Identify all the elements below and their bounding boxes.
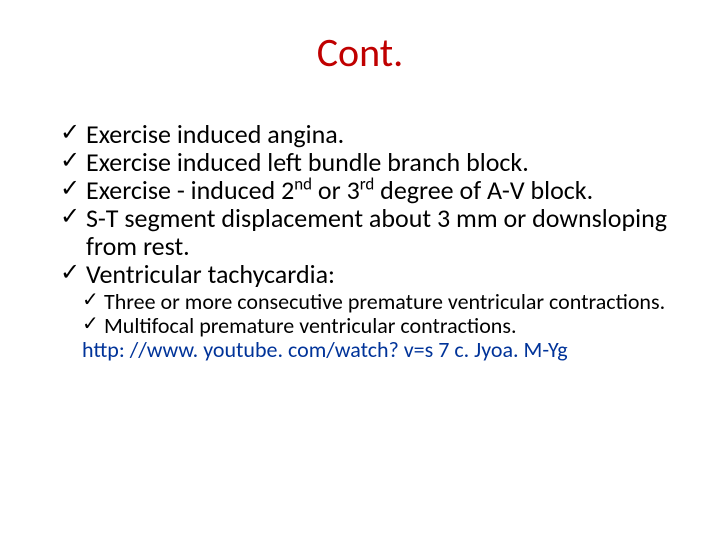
bullet-item: S-T segment displacement about 3 mm or d… (60, 204, 670, 260)
slide: Cont. Exercise induced angina. Exercise … (0, 0, 720, 540)
superscript: nd (294, 174, 312, 195)
bullet-item: Exercise - induced 2nd or 3rd degree of … (60, 176, 670, 204)
bullet-item: Exercise induced angina. (60, 120, 670, 148)
sub-bullet-item: Multifocal premature ventricular contrac… (82, 314, 670, 338)
superscript: rd (360, 174, 375, 195)
slide-title: Cont. (0, 28, 720, 77)
bullet-item: Exercise induced left bundle branch bloc… (60, 148, 670, 176)
slide-body: Exercise induced angina. Exercise induce… (60, 120, 670, 362)
sub-bullet-list: Three or more consecutive premature vent… (60, 290, 670, 338)
url-text: http: //www. youtube. com/watch? v=s 7 c… (60, 338, 670, 362)
bullet-item: Ventricular tachycardia: (60, 260, 670, 288)
sub-bullet-item: Three or more consecutive premature vent… (82, 290, 670, 314)
main-bullet-list: Exercise induced angina. Exercise induce… (60, 120, 670, 288)
